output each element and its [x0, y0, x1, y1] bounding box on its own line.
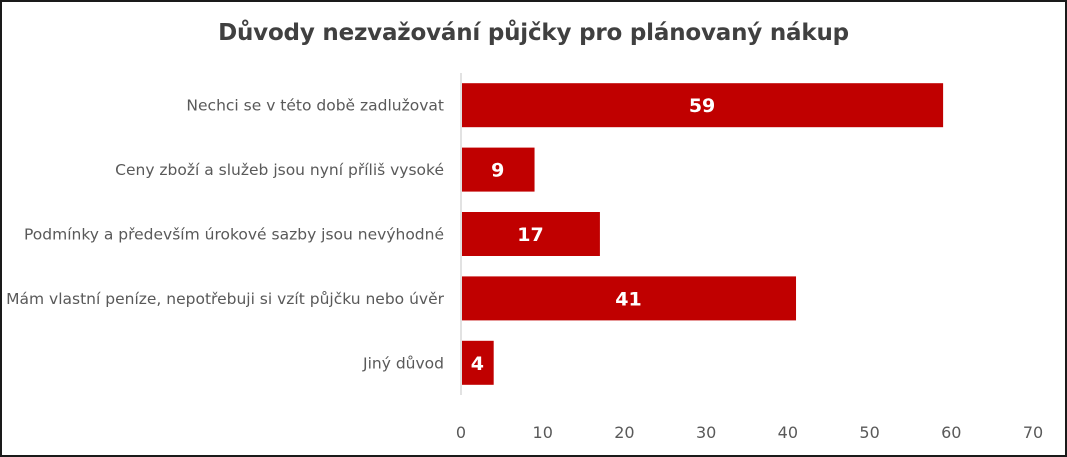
category-label-5: Jiný důvod	[362, 354, 444, 372]
data-label-2: 9	[491, 160, 504, 182]
x-tick-label-50: 50	[859, 423, 879, 442]
data-label-5: 4	[471, 353, 484, 375]
category-label-2: Ceny zboží a služeb jsou nyní příliš vys…	[115, 161, 444, 179]
data-label-3: 17	[517, 224, 543, 246]
x-tick-label-40: 40	[778, 423, 798, 442]
chart-title: Důvody nezvažování půjčky pro plánovaný …	[218, 20, 849, 46]
category-label-1: Nechci se v této době zadlužovat	[186, 97, 444, 115]
x-tick-label-60: 60	[941, 423, 961, 442]
data-label-1: 59	[689, 95, 715, 117]
x-tick-label-20: 20	[614, 423, 634, 442]
category-label-3: Podmínky a především úrokové sazby jsou …	[24, 226, 444, 244]
bar-1	[462, 83, 944, 128]
bar-2	[462, 147, 535, 192]
data-label-4: 41	[615, 288, 641, 310]
category-label-4: Mám vlastní peníze, nepotřebuji si vzít …	[6, 290, 444, 308]
bar-4	[462, 276, 797, 321]
bar-3	[462, 212, 600, 256]
bar-5	[462, 340, 494, 385]
x-tick-label-70: 70	[1023, 423, 1043, 442]
x-tick-label-0: 0	[456, 423, 466, 442]
x-tick-label-30: 30	[696, 423, 716, 442]
x-tick-label-10: 10	[533, 423, 553, 442]
